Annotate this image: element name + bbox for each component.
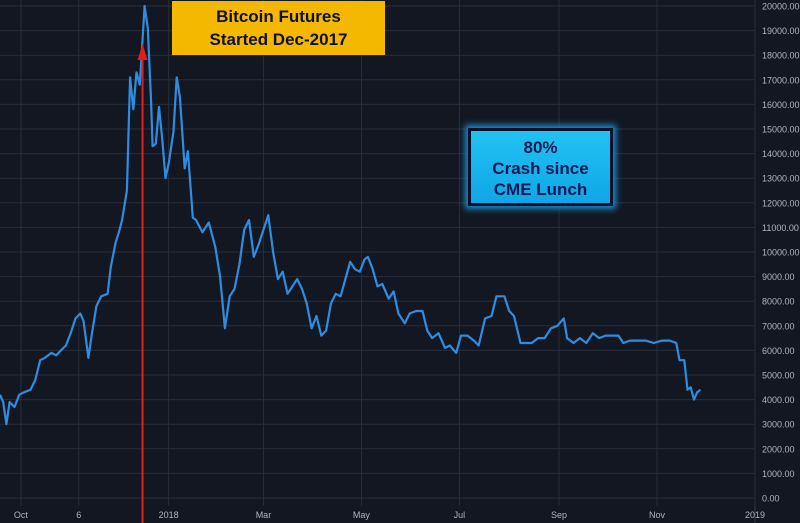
x-tick-label: May — [353, 510, 371, 520]
grid — [0, 0, 756, 523]
y-tick-label: 0.00 — [762, 494, 780, 504]
x-tick-label: Sep — [551, 510, 567, 520]
y-tick-label: 20000.00 — [762, 2, 800, 12]
price-line — [0, 4, 702, 426]
y-tick-label: 7000.00 — [762, 321, 795, 331]
x-tick-label: 2018 — [159, 510, 179, 520]
x-tick-label: Jul — [454, 510, 466, 520]
y-tick-label: 11000.00 — [762, 223, 799, 233]
y-tick-label: 6000.00 — [762, 346, 795, 356]
futures-marker — [137, 44, 148, 523]
y-tick-label: 3000.00 — [762, 420, 795, 430]
y-tick-label: 2000.00 — [762, 444, 795, 454]
x-tick-label: 6 — [76, 510, 81, 520]
crash-callout-line-1: 80% — [523, 138, 558, 157]
x-tick-label: 2019 — [745, 510, 765, 520]
y-tick-label: 10000.00 — [762, 248, 800, 258]
crash-callout-line-3: CME Lunch — [493, 180, 588, 199]
x-tick-label: Nov — [649, 510, 666, 520]
series-group — [0, 4, 702, 426]
futures-callout-line-2: Started Dec-2017 — [209, 30, 348, 49]
crash-callout-line-2: Crash since — [492, 159, 589, 178]
y-tick-label: 5000.00 — [762, 371, 795, 381]
x-axis: Oct 6 2018 Mar May Jul Sep Nov 2019 — [14, 510, 765, 520]
y-tick-label: 8000.00 — [762, 297, 795, 307]
futures-marker-arrowhead — [137, 44, 148, 60]
y-tick-label: 16000.00 — [762, 100, 800, 110]
futures-callout-line-1: Bitcoin Futures — [216, 7, 341, 26]
y-tick-label: 13000.00 — [762, 174, 800, 184]
y-tick-label: 9000.00 — [762, 272, 795, 282]
y-tick-label: 4000.00 — [762, 395, 795, 405]
y-tick-label: 15000.00 — [762, 125, 800, 135]
x-tick-label: Oct — [14, 510, 29, 520]
y-tick-label: 14000.00 — [762, 149, 800, 159]
futures-callout: Bitcoin Futures Started Dec-2017 — [172, 1, 385, 55]
y-tick-label: 17000.00 — [762, 75, 800, 85]
crash-callout: 80% Crash since CME Lunch — [468, 128, 613, 206]
y-tick-label: 1000.00 — [762, 469, 795, 479]
y-tick-label: 18000.00 — [762, 51, 800, 61]
y-tick-label: 12000.00 — [762, 198, 800, 208]
y-tick-label: 19000.00 — [762, 26, 800, 36]
x-tick-label: Mar — [256, 510, 272, 520]
y-axis: 0.00 1000.00 2000.00 3000.00 4000.00 5000.00 6… — [762, 2, 800, 504]
